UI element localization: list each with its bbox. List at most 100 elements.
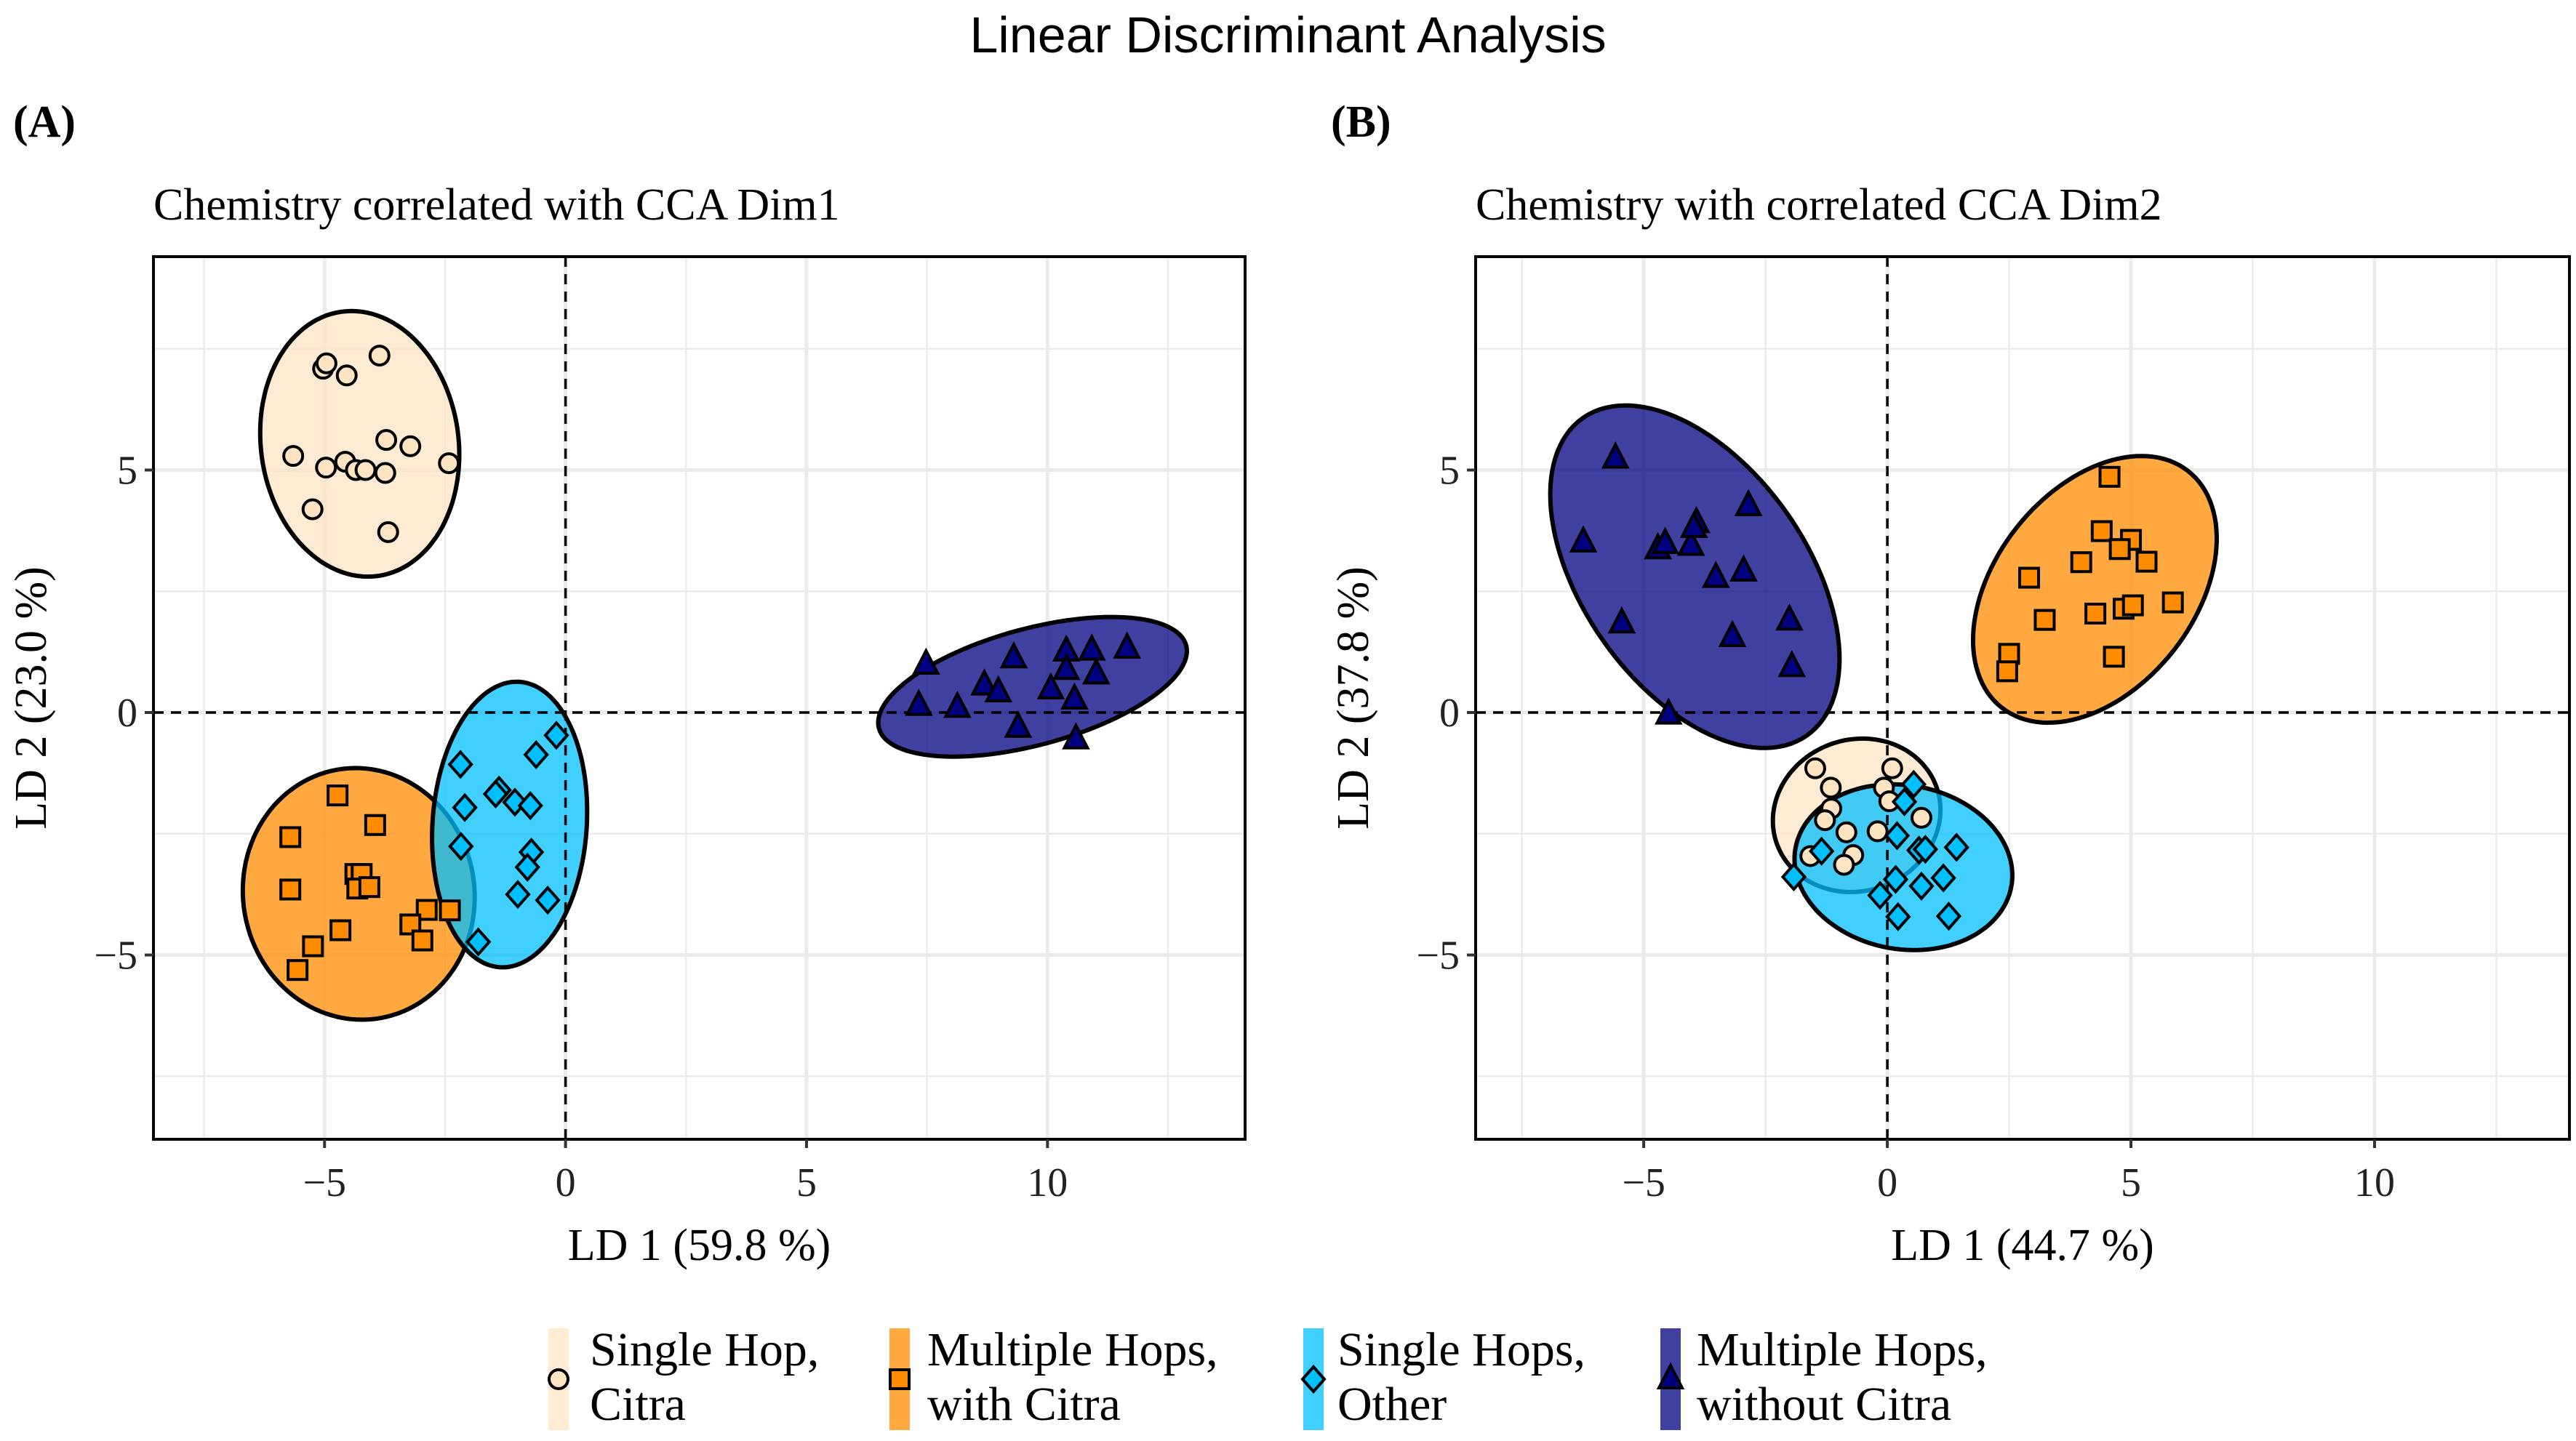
point-single-hop-citra bbox=[1804, 757, 1826, 779]
point-multiple-hops-with-citra bbox=[415, 899, 438, 921]
point-single-hop-citra bbox=[368, 345, 391, 367]
point-multiple-hops-without-citra bbox=[1651, 526, 1679, 554]
ellipse-multiple-hops-without-citra bbox=[1548, 403, 1842, 750]
point-multiple-hops-with-citra bbox=[279, 826, 302, 848]
point-single-hop-citra bbox=[374, 462, 396, 484]
point-multiple-hops-without-citra bbox=[905, 689, 933, 716]
x-tick-label: −5 bbox=[303, 1160, 346, 1205]
point-multiple-hops-without-citra bbox=[1655, 697, 1683, 725]
point-single-hop-citra bbox=[335, 364, 358, 387]
point-multiple-hops-with-citra bbox=[2090, 520, 2113, 542]
panel-a: (A) Chemistry correlated with CCA Dim1 −5 0… bbox=[7, 97, 1247, 1270]
point-multiple-hops-with-citra bbox=[358, 876, 380, 899]
point-multiple-hops-with-citra bbox=[302, 935, 324, 958]
point-single-hops-other bbox=[452, 792, 478, 822]
point-multiple-hops-with-citra bbox=[2103, 646, 2125, 668]
y-tick-label: 0 bbox=[1439, 691, 1460, 736]
legend-label-line1: Single Hop, bbox=[590, 1323, 819, 1376]
point-multiple-hops-without-citra bbox=[1052, 652, 1081, 681]
y-tick-label: 5 bbox=[117, 448, 137, 493]
point-multiple-hops-without-citra bbox=[1113, 631, 1141, 659]
point-multiple-hops-with-citra bbox=[2070, 551, 2092, 574]
point-single-hops-other bbox=[517, 791, 543, 821]
point-multiple-hops-without-citra bbox=[1060, 682, 1089, 710]
point-multiple-hops-with-citra bbox=[1998, 643, 2020, 665]
x-tick-label: 5 bbox=[796, 1160, 817, 1205]
point-single-hop-citra bbox=[1866, 820, 1889, 843]
point-single-hops-other bbox=[505, 880, 531, 910]
x-tick-label: 5 bbox=[2121, 1160, 2141, 1205]
point-single-hops-other bbox=[543, 720, 569, 750]
point-multiple-hops-with-citra bbox=[2033, 609, 2056, 631]
point-single-hop-citra bbox=[301, 498, 324, 521]
y-tick-label: −5 bbox=[94, 934, 137, 979]
point-multiple-hops-with-citra bbox=[364, 814, 386, 836]
point-single-hops-other bbox=[1867, 880, 1893, 910]
point-single-hop-citra bbox=[375, 429, 398, 451]
point-multiple-hops-without-citra bbox=[1004, 710, 1033, 738]
plot-frame bbox=[152, 255, 1247, 1141]
point-multiple-hops-with-citra bbox=[439, 899, 461, 922]
point-multiple-hops-without-citra bbox=[1077, 633, 1106, 661]
point-multiple-hops-without-citra bbox=[1081, 657, 1111, 685]
point-multiple-hops-without-citra bbox=[1775, 603, 1804, 631]
point-single-hops-other bbox=[482, 779, 509, 809]
point-single-hops-other bbox=[1891, 787, 1918, 816]
point-multiple-hops-with-citra bbox=[2084, 602, 2107, 625]
point-multiple-hops-without-citra bbox=[1718, 619, 1747, 647]
point-multiple-hops-with-citra bbox=[279, 878, 302, 901]
point-multiple-hops-with-citra bbox=[1996, 660, 2018, 683]
x-tick-label: 10 bbox=[1027, 1160, 1068, 1205]
point-single-hops-other bbox=[465, 927, 492, 957]
point-single-hops-other bbox=[523, 740, 549, 770]
point-single-hop-citra bbox=[1833, 854, 1855, 876]
plot-frame bbox=[1474, 255, 2571, 1141]
panel-label: (B) bbox=[1331, 97, 1391, 147]
point-multiple-hops-without-citra bbox=[1601, 441, 1630, 469]
point-multiple-hops-with-citra bbox=[2135, 550, 2158, 573]
point-multiple-hops-without-citra bbox=[1569, 525, 1598, 553]
point-single-hops-other bbox=[1885, 902, 1911, 931]
point-multiple-hops-without-citra bbox=[984, 675, 1012, 702]
legend-label-line2: Other bbox=[1337, 1378, 1447, 1431]
point-single-hops-other bbox=[1882, 864, 1909, 894]
point-multiple-hops-without-citra bbox=[912, 647, 940, 675]
figure-title: Linear Discriminant Analysis bbox=[969, 7, 1606, 63]
y-tick-label: −5 bbox=[1416, 934, 1460, 979]
legend-marker-triangle-icon bbox=[1656, 1362, 1685, 1389]
point-multiple-hops-with-citra bbox=[2161, 591, 2184, 614]
x-tick-label: 10 bbox=[2354, 1160, 2395, 1205]
legend-marker-square-icon bbox=[889, 1368, 911, 1390]
y-tick-label: 5 bbox=[1439, 448, 1460, 493]
point-multiple-hops-with-citra bbox=[2108, 538, 2131, 561]
point-single-hop-citra bbox=[282, 445, 305, 467]
point-single-hop-citra bbox=[438, 452, 460, 475]
point-single-hop-citra bbox=[315, 457, 337, 479]
point-single-hops-other bbox=[1808, 836, 1835, 866]
point-multiple-hops-without-citra bbox=[1676, 529, 1705, 556]
legend-label-line2: Citra bbox=[590, 1378, 686, 1431]
legend-item-single-hop-citra: Single Hop,Citra bbox=[548, 1323, 819, 1431]
point-single-hops-other bbox=[1908, 871, 1935, 901]
ellipse-multiple-hops-without-citra bbox=[876, 614, 1190, 759]
point-single-hops-other bbox=[1900, 769, 1927, 799]
point-single-hop-citra bbox=[315, 352, 337, 374]
point-multiple-hops-with-citra bbox=[287, 959, 309, 982]
point-multiple-hops-without-citra bbox=[1607, 606, 1636, 634]
y-tick-label: 0 bbox=[117, 691, 137, 736]
legend-label-line1: Multiple Hops, bbox=[1697, 1323, 1988, 1376]
ellipse-multiple-hops-with-citra bbox=[1970, 454, 2220, 726]
panel-label: (A) bbox=[13, 97, 76, 147]
point-multiple-hops-with-citra bbox=[327, 784, 349, 807]
x-tick-label: 0 bbox=[1877, 1160, 1897, 1205]
x-axis-title: LD 1 (44.7 %) bbox=[1891, 1221, 2154, 1270]
point-multiple-hops-without-citra bbox=[943, 690, 972, 718]
point-single-hops-other bbox=[1930, 863, 1956, 893]
legend-label-line1: Single Hops, bbox=[1337, 1323, 1585, 1376]
panel-title: Chemistry correlated with CCA Dim1 bbox=[153, 180, 840, 230]
point-single-hop-citra bbox=[1814, 809, 1836, 832]
legend-label-line1: Multiple Hops, bbox=[927, 1323, 1218, 1376]
legend-marker-diamond-icon bbox=[1300, 1364, 1327, 1394]
